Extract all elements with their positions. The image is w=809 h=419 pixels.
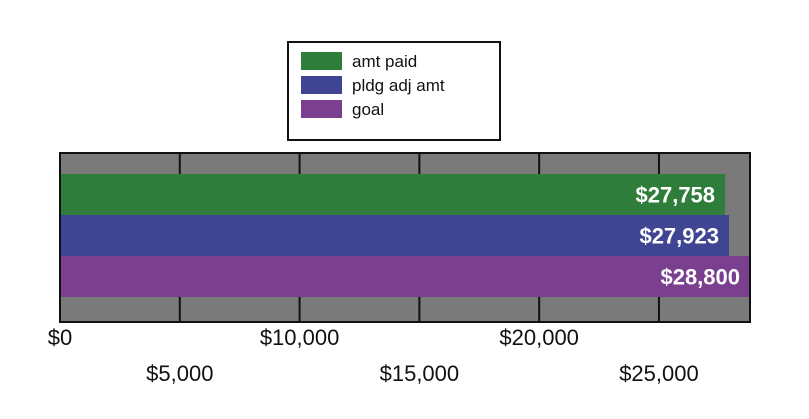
plot-border <box>59 152 751 323</box>
bar <box>60 215 729 256</box>
bar <box>60 256 750 297</box>
legend-swatch <box>301 52 342 70</box>
legend-swatch <box>301 100 342 118</box>
bar-value-label: $27,758 <box>636 183 716 208</box>
x-tick-label: $10,000 <box>260 325 340 350</box>
x-tick-label: $15,000 <box>380 361 460 386</box>
x-tick-label: $25,000 <box>619 361 699 386</box>
x-tick-label: $0 <box>48 325 72 350</box>
bar-value-label: $27,923 <box>639 224 719 249</box>
bar-value-label: $28,800 <box>660 265 740 290</box>
legend-swatch <box>301 76 342 94</box>
bar <box>60 174 726 215</box>
x-tick-label: $5,000 <box>146 361 213 386</box>
legend-label: goal <box>352 100 384 119</box>
legend-label: pldg adj amt <box>352 76 445 95</box>
legend-label: amt paid <box>352 52 417 71</box>
x-tick-label: $20,000 <box>499 325 579 350</box>
